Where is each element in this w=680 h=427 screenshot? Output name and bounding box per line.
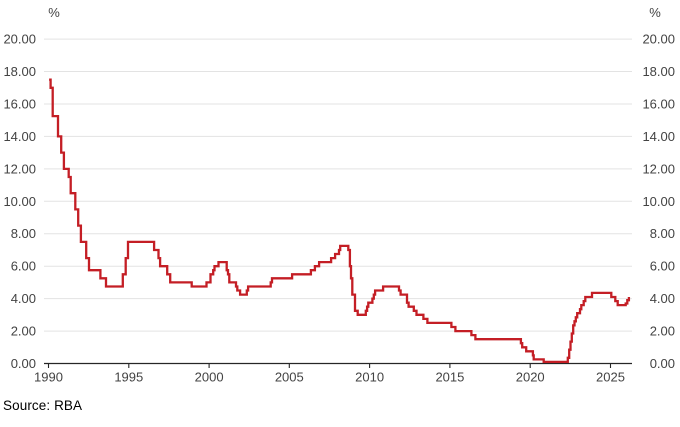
x-tick-label: 1990: [34, 370, 63, 385]
y-tick-label-right: 12.00: [642, 161, 675, 176]
y-tick-label-left: 0.00: [11, 356, 36, 371]
y-tick-label-left: 16.00: [3, 97, 36, 112]
y-tick-label-left: 14.00: [3, 129, 36, 144]
y-tick-label-left: 4.00: [11, 291, 36, 306]
cash-rate-line: [49, 78, 631, 364]
y-tick-label-right: 10.00: [642, 194, 675, 209]
y-tick-label-left: 18.00: [3, 64, 36, 79]
y-tick-label-right: 2.00: [650, 324, 675, 339]
x-tick-label: 2025: [596, 370, 625, 385]
y-tick-label-right: 6.00: [650, 259, 675, 274]
source-note: Source: RBA: [3, 398, 83, 413]
y-tick-label-right: 14.00: [642, 129, 675, 144]
x-tick-label: 2015: [435, 370, 464, 385]
y-tick-label-right: 8.00: [650, 226, 675, 241]
x-tick-label: 2010: [355, 370, 384, 385]
y-tick-label-left: 2.00: [11, 324, 36, 339]
y-tick-label-right: 0.00: [650, 356, 675, 371]
x-tick-label: 1995: [114, 370, 143, 385]
y-tick-label-left: 20.00: [3, 32, 36, 47]
y-tick-label-right: 4.00: [650, 291, 675, 306]
y-tick-label-left: 10.00: [3, 194, 36, 209]
y-tick-label-left: 8.00: [11, 226, 36, 241]
y-tick-label-left: 6.00: [11, 259, 36, 274]
x-tick-label: 2000: [195, 370, 224, 385]
x-tick-label: 2020: [516, 370, 545, 385]
x-tick-label: 2005: [275, 370, 304, 385]
y-axis-unit-left: %: [48, 5, 60, 20]
y-axis-unit-right: %: [649, 5, 661, 20]
y-tick-label-right: 20.00: [642, 32, 675, 47]
y-tick-label-left: 12.00: [3, 161, 36, 176]
y-tick-label-right: 16.00: [642, 97, 675, 112]
y-tick-label-right: 18.00: [642, 64, 675, 79]
